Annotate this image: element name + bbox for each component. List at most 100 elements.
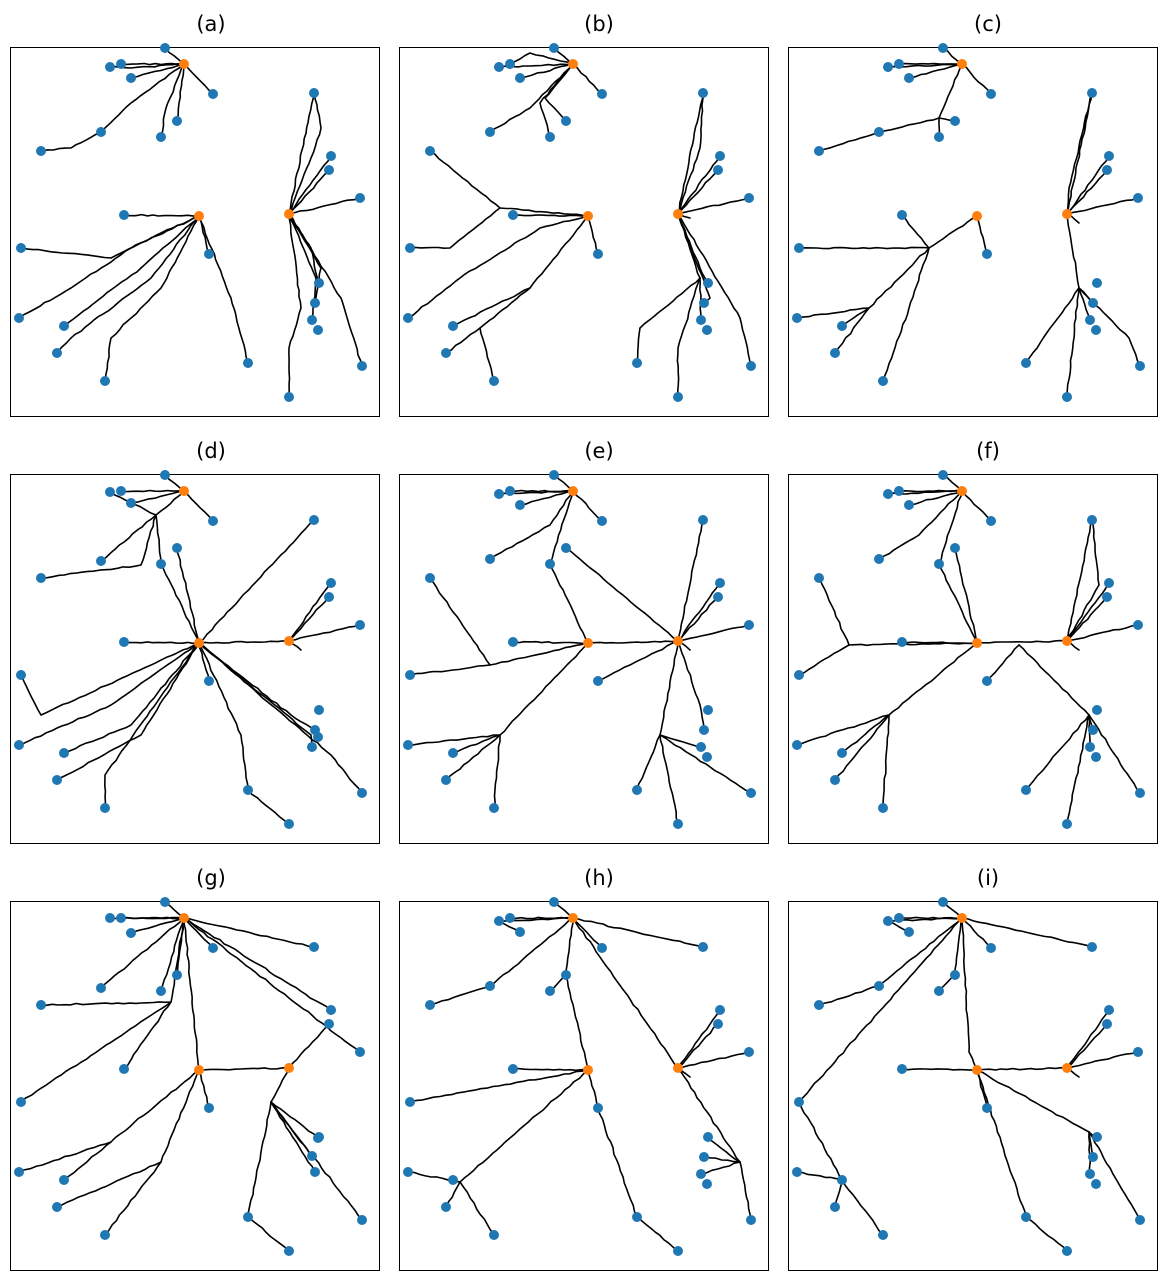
network-edge xyxy=(288,1023,330,1069)
sink-node xyxy=(950,543,960,553)
source-node xyxy=(673,1063,683,1073)
network-edge xyxy=(908,63,963,79)
panel-d-title: (d) xyxy=(196,439,226,463)
network-edge xyxy=(796,1171,843,1181)
network-edge xyxy=(479,327,495,382)
sink-node xyxy=(96,127,106,137)
network-edge xyxy=(841,642,978,754)
network-edge xyxy=(798,644,850,676)
network-edge xyxy=(882,714,890,809)
sink-node xyxy=(243,1212,253,1222)
sink-node xyxy=(441,348,451,358)
network-edge xyxy=(512,974,589,1072)
source-node xyxy=(1062,1063,1072,1073)
sink-node xyxy=(746,1215,756,1225)
sink-node xyxy=(505,486,515,496)
panel-i xyxy=(788,897,1158,1271)
network-edge xyxy=(901,1068,978,1071)
sink-node xyxy=(116,59,126,69)
network-edge xyxy=(247,1067,290,1218)
sink-node xyxy=(1104,151,1114,161)
network-edge xyxy=(961,917,1093,948)
network-edge xyxy=(961,917,978,1071)
sink-node xyxy=(593,676,603,686)
network-edge xyxy=(459,1181,495,1236)
panel-g-network xyxy=(14,897,367,1256)
network-edge xyxy=(100,514,157,562)
sink-node xyxy=(100,803,110,813)
panel-b-network xyxy=(403,43,756,402)
sink-node xyxy=(673,1246,683,1256)
network-edge xyxy=(572,63,603,95)
sink-node xyxy=(505,913,515,923)
network-edge xyxy=(549,490,574,565)
network-edge xyxy=(818,63,963,152)
sink-node xyxy=(702,1179,712,1189)
network-edge xyxy=(120,62,185,66)
sink-node xyxy=(208,89,218,99)
sink-node xyxy=(160,897,170,907)
sink-node xyxy=(673,392,683,402)
network-edge xyxy=(636,1216,679,1252)
network-edge xyxy=(288,213,363,367)
sink-node xyxy=(14,740,24,750)
network-edge xyxy=(409,207,501,249)
sink-node xyxy=(699,1152,709,1162)
network-edge xyxy=(40,917,185,1007)
source-node xyxy=(1062,209,1072,219)
sink-node xyxy=(494,916,504,926)
sink-node xyxy=(715,1005,725,1015)
network-edge xyxy=(429,150,589,217)
network-edge xyxy=(1066,213,1091,321)
network-edge xyxy=(183,917,214,949)
sink-node xyxy=(314,1132,324,1142)
sink-node xyxy=(307,1151,317,1161)
network-edge xyxy=(677,519,704,642)
sink-node xyxy=(1135,361,1145,371)
sink-node xyxy=(696,1169,706,1179)
sink-node xyxy=(632,358,642,368)
sink-node xyxy=(357,788,367,798)
sink-node xyxy=(696,742,706,752)
sink-node xyxy=(36,573,46,583)
panel-b xyxy=(399,43,769,417)
sink-node xyxy=(310,1167,320,1177)
sink-node xyxy=(814,146,824,156)
sink-node xyxy=(545,559,555,569)
sink-node xyxy=(156,559,166,569)
sink-node xyxy=(593,249,603,259)
sink-node xyxy=(1104,578,1114,588)
network-edge xyxy=(198,215,249,364)
sink-node xyxy=(883,916,893,926)
sink-node xyxy=(36,1000,46,1010)
network-edge xyxy=(796,714,890,746)
sink-node xyxy=(172,970,182,980)
network-edge xyxy=(677,155,721,215)
sink-node xyxy=(36,146,46,156)
network-edge xyxy=(288,169,330,215)
panel-h-network xyxy=(403,897,756,1256)
sink-node xyxy=(904,927,914,937)
source-node xyxy=(284,209,294,219)
sink-node xyxy=(703,705,713,715)
sink-node xyxy=(494,489,504,499)
sink-node xyxy=(597,89,607,99)
source-node xyxy=(194,638,204,648)
sink-node xyxy=(794,243,804,253)
network-edge xyxy=(109,490,185,516)
network-edge xyxy=(1066,596,1108,642)
sink-node xyxy=(696,315,706,325)
sink-node xyxy=(116,913,126,923)
network-edge xyxy=(841,1179,884,1236)
network-edge xyxy=(1078,287,1141,367)
sink-node xyxy=(284,392,294,402)
sink-node xyxy=(96,983,106,993)
network-edge xyxy=(512,640,589,645)
network-edge xyxy=(539,63,574,138)
network-edge xyxy=(198,640,290,644)
network-edge xyxy=(834,307,870,354)
sink-node xyxy=(52,348,62,358)
sink-node xyxy=(874,981,884,991)
sink-node xyxy=(405,1097,415,1107)
